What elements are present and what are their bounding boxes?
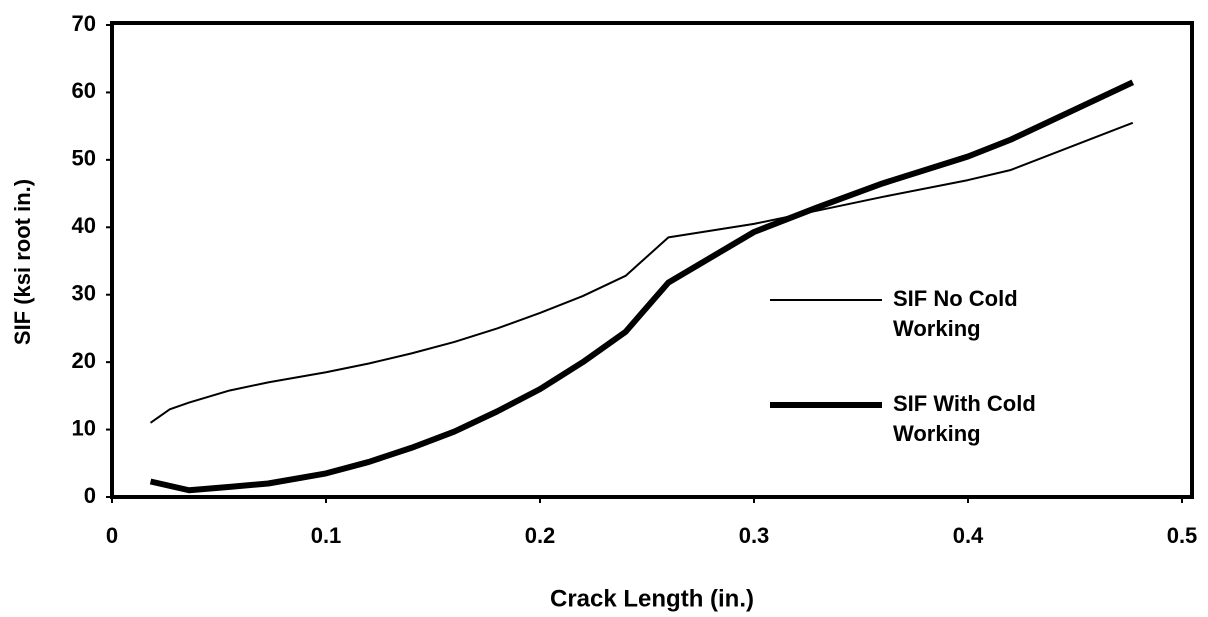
y-tick-label: 30 — [72, 281, 96, 306]
x-tick-label: 0.4 — [953, 523, 984, 548]
series-line — [149, 79, 1135, 494]
legend-label: SIF No Cold Working — [893, 286, 1018, 341]
x-tick-label: 0.5 — [1167, 523, 1198, 548]
y-tick-label: 0 — [84, 483, 96, 508]
y-tick-label: 70 — [72, 11, 96, 36]
x-axis-label: Crack Length (in.) — [550, 585, 754, 612]
y-tick-label: 60 — [72, 78, 96, 103]
y-tick-label: 50 — [72, 146, 96, 171]
x-tick-label: 0.1 — [311, 523, 342, 548]
legend-label: SIF With Cold Working — [893, 391, 1036, 446]
legend-item: SIF No Cold Working — [893, 286, 1018, 341]
x-tick-label: 0 — [106, 523, 118, 548]
legend-item: SIF With Cold Working — [893, 391, 1036, 446]
x-tick-label: 0.2 — [525, 523, 556, 548]
y-tick-label: 10 — [72, 415, 96, 440]
y-tick-label: 20 — [72, 348, 96, 373]
x-tick-label: 0.3 — [739, 523, 770, 548]
y-axis-label: SIF (ksi root in.) — [10, 179, 35, 345]
plot-frame — [110, 21, 1194, 499]
series-line — [149, 121, 1134, 424]
y-tick-label: 40 — [72, 213, 96, 238]
